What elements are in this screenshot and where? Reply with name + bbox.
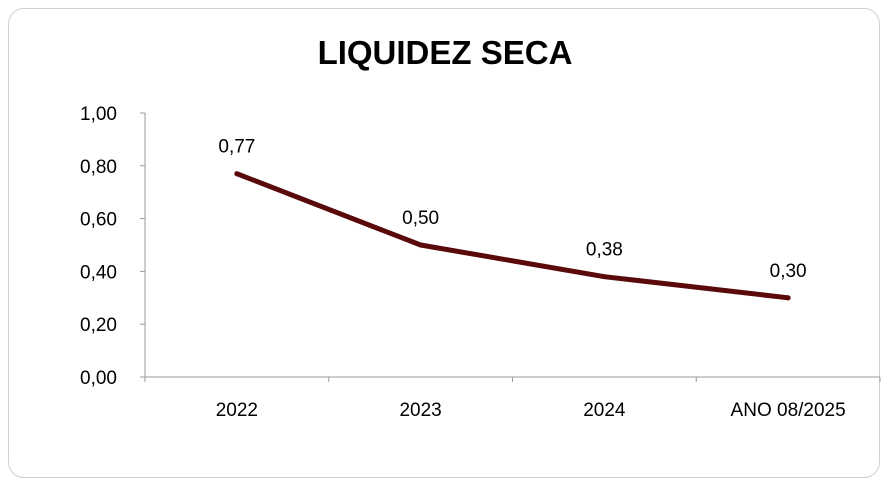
series-layer [234, 171, 791, 301]
data-label: 0,50 [402, 208, 439, 229]
data-point [785, 295, 791, 301]
y-tick-label: 1,00 [80, 104, 117, 125]
data-point [234, 171, 240, 177]
data-point [601, 274, 607, 280]
x-tick-label: ANO 08/2025 [731, 400, 846, 421]
y-tick-label: 0,60 [80, 210, 117, 231]
data-point [418, 242, 424, 248]
y-axis-ticks: 0,00 0,20 0,40 0,60 0,80 1,00 [80, 104, 145, 389]
data-label: 0,38 [586, 240, 623, 261]
data-labels: 0,77 0,50 0,38 0,30 [218, 137, 806, 282]
data-label: 0,30 [770, 261, 807, 282]
x-tick-label: 2022 [216, 400, 258, 421]
data-label: 0,77 [218, 137, 255, 158]
y-tick-label: 0,00 [80, 368, 117, 389]
x-tick-label: 2023 [399, 400, 441, 421]
chart-frame [8, 8, 880, 478]
y-tick-label: 0,20 [80, 315, 117, 336]
y-tick-label: 0,80 [80, 157, 117, 178]
y-tick-label: 0,40 [80, 262, 117, 283]
x-tick-label: 2024 [583, 400, 626, 421]
series-line [234, 171, 791, 301]
chart-title: LIQUIDEZ SECA [317, 34, 573, 71]
x-axis-ticks: 2022 2023 2024 ANO 08/2025 [144, 377, 881, 421]
